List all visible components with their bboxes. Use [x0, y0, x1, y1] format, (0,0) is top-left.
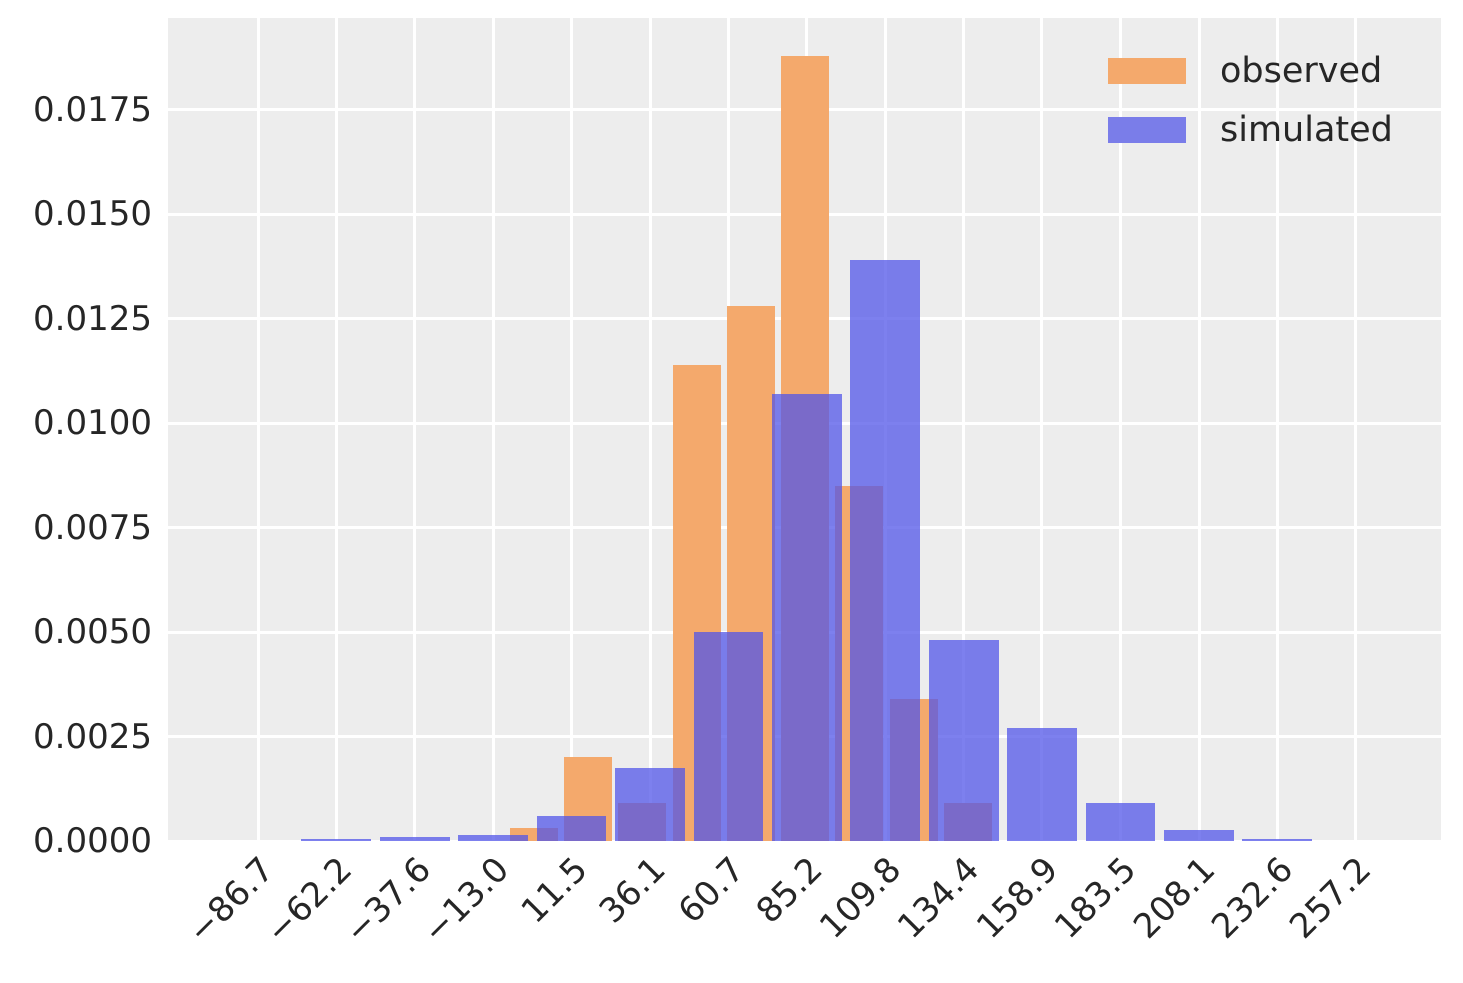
y-tick-label: 0.0000: [33, 821, 152, 861]
y-tick-label: 0.0150: [33, 194, 152, 235]
legend-item-observed: observed: [1108, 52, 1393, 90]
bar-simulated: [615, 767, 685, 841]
bar-simulated: [458, 834, 529, 841]
y-tick-label: 0.0100: [33, 403, 152, 444]
x-gridline: [569, 18, 573, 841]
plot-area: [168, 18, 1441, 843]
x-gridline: [1040, 18, 1044, 841]
bar-simulated: [928, 640, 999, 841]
legend-swatch-observed: [1108, 58, 1186, 84]
x-gridline: [648, 18, 652, 841]
bar-simulated: [379, 836, 450, 841]
y-gridline: [168, 839, 1441, 843]
bar-simulated: [850, 260, 921, 841]
bar-simulated: [1007, 728, 1077, 841]
x-gridline: [1119, 18, 1122, 841]
x-gridline: [334, 18, 338, 841]
legend-item-simulated: simulated: [1108, 111, 1393, 149]
y-tick-label: 0.0075: [33, 507, 152, 548]
y-tick-label: 0.0125: [33, 298, 152, 339]
legend-label-observed: observed: [1220, 51, 1383, 91]
bar-simulated: [771, 394, 842, 841]
legend-swatch-simulated: [1108, 117, 1186, 143]
x-gridline: [962, 18, 966, 841]
x-gridline: [413, 18, 417, 841]
legend: observed simulated: [1108, 52, 1393, 149]
x-gridline: [1197, 18, 1201, 841]
y-tick-label: 0.0050: [33, 612, 152, 653]
bar-simulated: [301, 838, 372, 841]
y-tick-label: 0.0025: [33, 716, 152, 757]
bar-simulated: [1085, 803, 1156, 841]
x-gridline: [1275, 18, 1279, 841]
bar-simulated: [1164, 830, 1234, 841]
x-gridline: [256, 18, 260, 841]
y-tick-label: 0.0175: [33, 89, 152, 130]
x-gridline: [1354, 18, 1358, 841]
legend-label-simulated: simulated: [1220, 110, 1393, 150]
bar-simulated: [536, 815, 607, 841]
bar-simulated: [693, 632, 764, 841]
x-gridline: [491, 18, 495, 841]
bar-simulated: [1242, 838, 1313, 841]
